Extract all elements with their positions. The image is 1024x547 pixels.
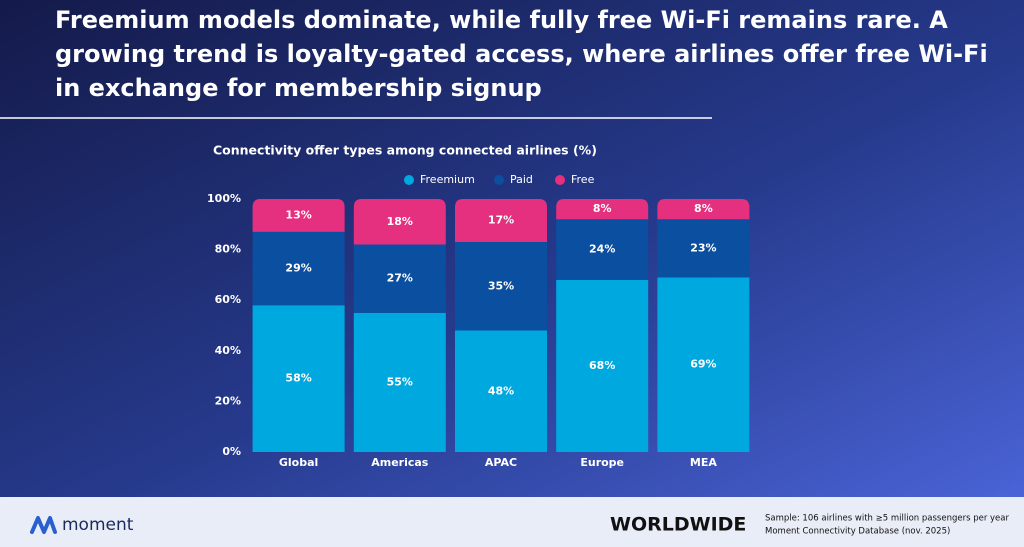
value-label: 24% (589, 243, 615, 256)
value-label: 35% (488, 279, 514, 292)
bar-segment (556, 219, 649, 280)
bar-segment (657, 219, 750, 278)
legend-label: Freemium (420, 173, 475, 186)
y-tick-label: 20% (215, 394, 241, 407)
logo-text: moment (62, 515, 134, 535)
legend-marker (494, 175, 504, 185)
value-label: 55% (387, 375, 413, 388)
value-label: 29% (285, 262, 311, 275)
y-tick-label: 0% (222, 445, 241, 458)
value-label: 69% (690, 358, 716, 371)
value-label: 68% (589, 359, 615, 372)
value-label: 8% (694, 202, 713, 215)
bar-segment (353, 312, 446, 452)
headline-line: in exchange for membership signup (55, 74, 542, 102)
bar-segment (556, 279, 649, 452)
x-tick-label: APAC (485, 456, 517, 469)
bar-segment (353, 199, 446, 245)
x-tick-label: MEA (690, 456, 717, 469)
value-label: 48% (488, 384, 514, 397)
bar-segment (455, 242, 547, 331)
legend-label: Free (571, 173, 595, 186)
bar-segment (353, 244, 446, 313)
footnote: Moment Connectivity Database (nov. 2025) (765, 527, 950, 537)
footnote: Sample: 106 airlines with ≥5 million pas… (765, 514, 1009, 524)
x-tick-label: Europe (580, 456, 624, 469)
bar-segment (657, 277, 750, 452)
legend-marker (404, 175, 414, 185)
value-label: 17% (488, 214, 514, 227)
headline-line: Freemium models dominate, while fully fr… (55, 6, 948, 34)
bar-segment (556, 199, 649, 220)
y-tick-label: 100% (207, 192, 241, 205)
value-label: 27% (387, 272, 413, 285)
y-tick-label: 60% (215, 293, 241, 306)
x-tick-label: Americas (371, 456, 429, 469)
legend-label: Paid (510, 173, 533, 186)
logo-icon (30, 516, 57, 534)
footer-band (0, 497, 1024, 547)
value-label: 58% (285, 372, 311, 385)
chart-title: Connectivity offer types among connected… (213, 143, 597, 158)
bar-segment (455, 330, 547, 452)
value-label: 23% (690, 241, 716, 254)
y-tick-label: 80% (215, 243, 241, 256)
bar-segment (252, 231, 345, 306)
value-label: 18% (387, 215, 413, 228)
bar-segment (252, 305, 345, 452)
bar-segment (252, 199, 345, 232)
y-tick-label: 40% (215, 344, 241, 357)
x-tick-label: Global (279, 456, 318, 469)
value-label: 13% (285, 208, 311, 221)
headline-line: growing trend is loyalty-gated access, w… (55, 40, 988, 68)
region: WORLDWIDE (610, 514, 746, 536)
legend-marker (555, 175, 565, 185)
bar-segment (455, 199, 547, 243)
bar-segment (657, 199, 750, 220)
value-label: 8% (593, 202, 612, 215)
